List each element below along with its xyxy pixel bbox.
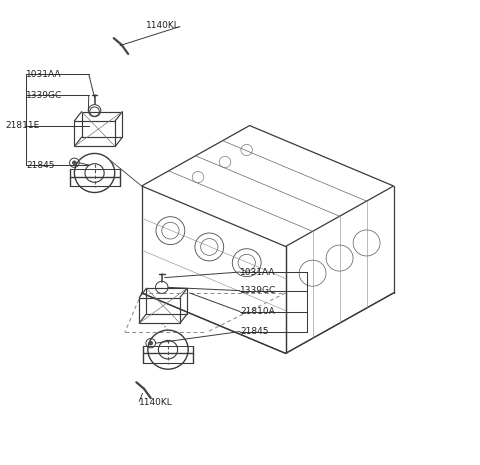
Text: 1031AA: 1031AA bbox=[240, 267, 276, 277]
Text: 1140KL: 1140KL bbox=[146, 21, 180, 30]
Circle shape bbox=[72, 161, 76, 165]
Text: 21845: 21845 bbox=[240, 327, 268, 336]
Text: 1339GC: 1339GC bbox=[26, 91, 63, 100]
Text: 1031AA: 1031AA bbox=[26, 70, 62, 79]
Circle shape bbox=[149, 341, 153, 345]
Text: 21845: 21845 bbox=[26, 160, 55, 170]
Text: 21810A: 21810A bbox=[240, 307, 275, 316]
Text: 1339GC: 1339GC bbox=[240, 286, 276, 295]
Text: 1140KL: 1140KL bbox=[139, 398, 173, 407]
Text: 21811E: 21811E bbox=[6, 121, 40, 130]
